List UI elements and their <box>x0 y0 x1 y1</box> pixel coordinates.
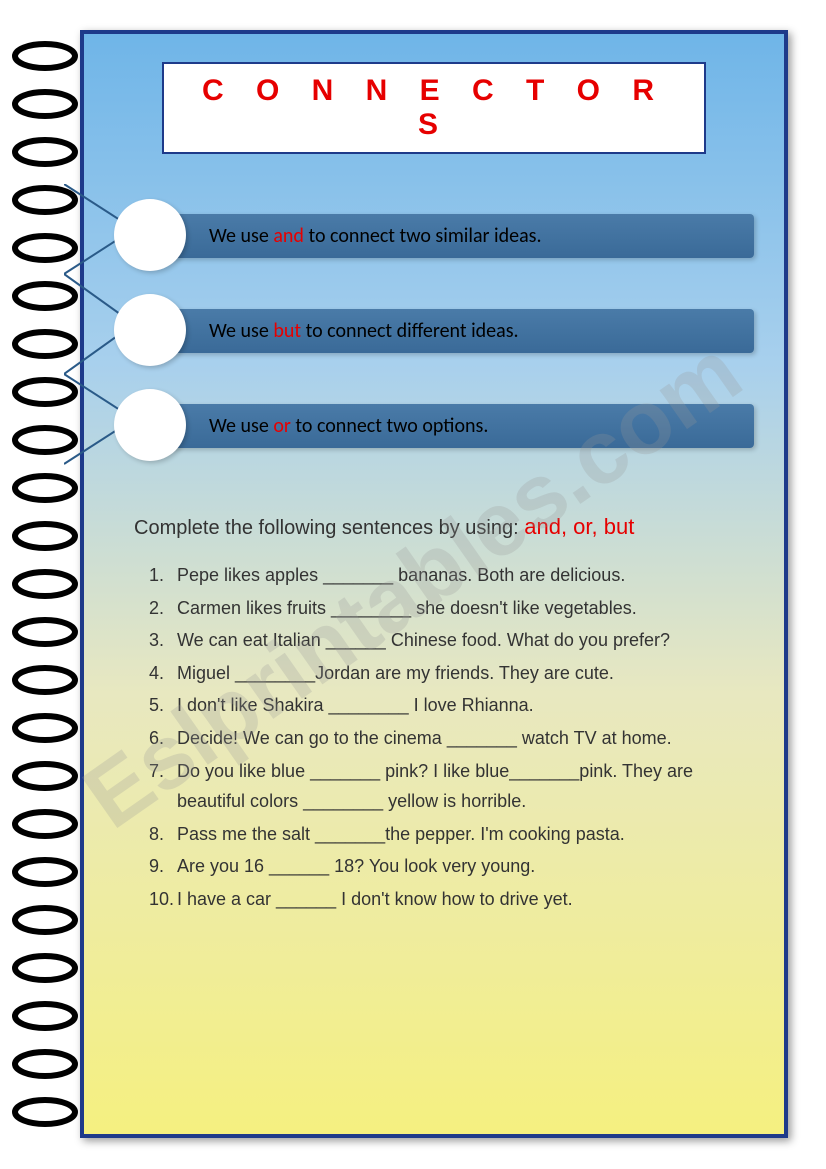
exercise-number: 6. <box>149 723 177 754</box>
exercise-number: 2. <box>149 593 177 624</box>
rule-circle-icon <box>114 294 186 366</box>
notebook-page: C O N N E C T O R S We use and to connec… <box>80 30 788 1138</box>
exercise-item: 10.I have a car ______ I don't know how … <box>149 884 744 915</box>
spiral-ring-icon <box>10 808 80 840</box>
spiral-ring-icon <box>10 1096 80 1128</box>
rule-connector-word: and <box>273 224 304 248</box>
rule-text: We use or to connect two options. <box>209 414 488 438</box>
rule-connector-word: or <box>273 414 291 438</box>
exercise-text: Miguel ________Jordan are my friends. Th… <box>177 658 744 689</box>
exercise-number: 4. <box>149 658 177 689</box>
exercise-number: 7. <box>149 756 177 817</box>
rule-connector-word: but <box>273 319 301 343</box>
spiral-ring-icon <box>10 568 80 600</box>
rule-prefix: We use <box>209 414 273 438</box>
rule-bar: We use but to connect different ideas. <box>154 309 754 353</box>
exercise-item: 7.Do you like blue _______ pink? I like … <box>149 756 744 817</box>
rules-section: We use and to connect two similar ideas.… <box>84 204 784 454</box>
exercise-list: 1.Pepe likes apples _______ bananas. Bot… <box>149 560 744 915</box>
rule-bar: We use or to connect two options. <box>154 404 754 448</box>
exercise-item: 9.Are you 16 ______ 18? You look very yo… <box>149 851 744 882</box>
spiral-ring-icon <box>10 1048 80 1080</box>
exercise-text: We can eat Italian ______ Chinese food. … <box>177 625 744 656</box>
rule-item: We use or to connect two options. <box>114 394 754 454</box>
exercise-number: 8. <box>149 819 177 850</box>
rule-item: We use and to connect two similar ideas. <box>114 204 754 264</box>
spiral-ring-icon <box>10 424 80 456</box>
spiral-ring-icon <box>10 88 80 120</box>
spiral-ring-icon <box>10 616 80 648</box>
spiral-binding <box>0 0 90 1169</box>
spiral-ring-icon <box>10 280 80 312</box>
spiral-ring-icon <box>10 472 80 504</box>
rule-circle-icon <box>114 199 186 271</box>
page-title: C O N N E C T O R S <box>202 74 666 141</box>
spiral-ring-icon <box>10 1000 80 1032</box>
rule-bar: We use and to connect two similar ideas. <box>154 214 754 258</box>
rule-text: We use but to connect different ideas. <box>209 319 519 343</box>
rule-suffix: to connect two options. <box>291 414 489 438</box>
exercise-text: I have a car ______ I don't know how to … <box>177 884 744 915</box>
instructions-prefix: Complete the following sentences by usin… <box>134 517 524 539</box>
rule-text: We use and to connect two similar ideas. <box>209 224 542 248</box>
exercise-text: Decide! We can go to the cinema _______ … <box>177 723 744 754</box>
rule-prefix: We use <box>209 224 273 248</box>
exercise-text: Carmen likes fruits ________ she doesn't… <box>177 593 744 624</box>
spiral-ring-icon <box>10 136 80 168</box>
spiral-ring-icon <box>10 712 80 744</box>
spiral-ring-icon <box>10 376 80 408</box>
exercise-item: 8.Pass me the salt _______the pepper. I'… <box>149 819 744 850</box>
exercise-text: Do you like blue _______ pink? I like bl… <box>177 756 744 817</box>
exercise-number: 9. <box>149 851 177 882</box>
rule-circle-icon <box>114 389 186 461</box>
instructions-text: Complete the following sentences by usin… <box>134 514 744 540</box>
exercise-text: Are you 16 ______ 18? You look very youn… <box>177 851 744 882</box>
exercise-number: 3. <box>149 625 177 656</box>
spiral-ring-icon <box>10 232 80 264</box>
exercise-item: 2.Carmen likes fruits ________ she doesn… <box>149 593 744 624</box>
exercise-text: I don't like Shakira ________ I love Rhi… <box>177 690 744 721</box>
rule-prefix: We use <box>209 319 273 343</box>
exercise-item: 5.I don't like Shakira ________ I love R… <box>149 690 744 721</box>
instructions-words: and, or, but <box>524 514 634 539</box>
exercise-text: Pepe likes apples _______ bananas. Both … <box>177 560 744 591</box>
rule-suffix: to connect different ideas. <box>301 319 519 343</box>
exercise-item: 1.Pepe likes apples _______ bananas. Bot… <box>149 560 744 591</box>
title-box: C O N N E C T O R S <box>162 62 706 154</box>
spiral-ring-icon <box>10 760 80 792</box>
spiral-ring-icon <box>10 952 80 984</box>
exercise-number: 5. <box>149 690 177 721</box>
rule-item: We use but to connect different ideas. <box>114 299 754 359</box>
worksheet-page: C O N N E C T O R S We use and to connec… <box>0 0 826 1169</box>
exercise-text: Pass me the salt _______the pepper. I'm … <box>177 819 744 850</box>
spiral-ring-icon <box>10 904 80 936</box>
spiral-ring-icon <box>10 664 80 696</box>
spiral-ring-icon <box>10 520 80 552</box>
exercise-number: 10. <box>149 884 177 915</box>
rule-suffix: to connect two similar ideas. <box>304 224 542 248</box>
exercise-item: 4.Miguel ________Jordan are my friends. … <box>149 658 744 689</box>
spiral-ring-icon <box>10 184 80 216</box>
spiral-ring-icon <box>10 856 80 888</box>
spiral-ring-icon <box>10 328 80 360</box>
exercise-item: 6.Decide! We can go to the cinema ______… <box>149 723 744 754</box>
spiral-ring-icon <box>10 40 80 72</box>
exercise-item: 3.We can eat Italian ______ Chinese food… <box>149 625 744 656</box>
